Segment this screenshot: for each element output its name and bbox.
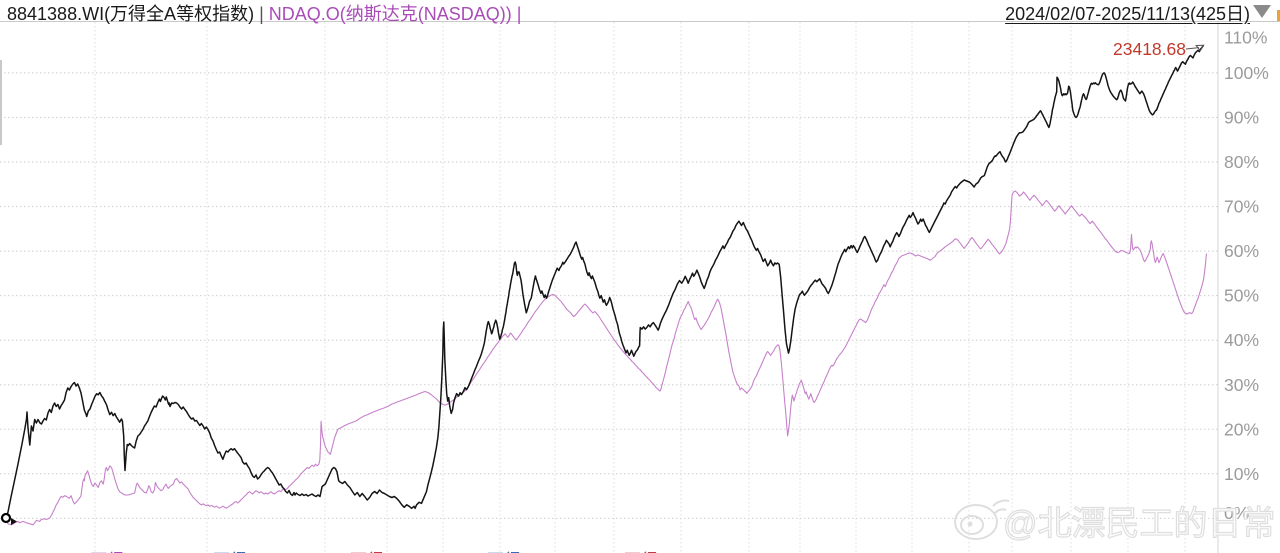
svg-text:90%: 90% — [1224, 107, 1259, 127]
svg-text:80%: 80% — [1224, 152, 1259, 172]
svg-text:20%: 20% — [1224, 419, 1259, 439]
svg-text:110%: 110% — [1224, 28, 1267, 48]
svg-text:60%: 60% — [1224, 241, 1259, 261]
svg-text:0%: 0% — [1224, 503, 1249, 523]
svg-text:@北漂民工的日常: @北漂民工的日常 — [1003, 505, 1276, 543]
svg-text:70%: 70% — [1224, 197, 1259, 217]
svg-text:40%: 40% — [1224, 330, 1259, 350]
svg-text:50%: 50% — [1224, 286, 1259, 306]
svg-text:30%: 30% — [1224, 375, 1259, 395]
svg-text:23418.68: 23418.68 — [1113, 39, 1186, 59]
svg-text:100%: 100% — [1224, 63, 1269, 83]
svg-text:10%: 10% — [1224, 464, 1259, 484]
